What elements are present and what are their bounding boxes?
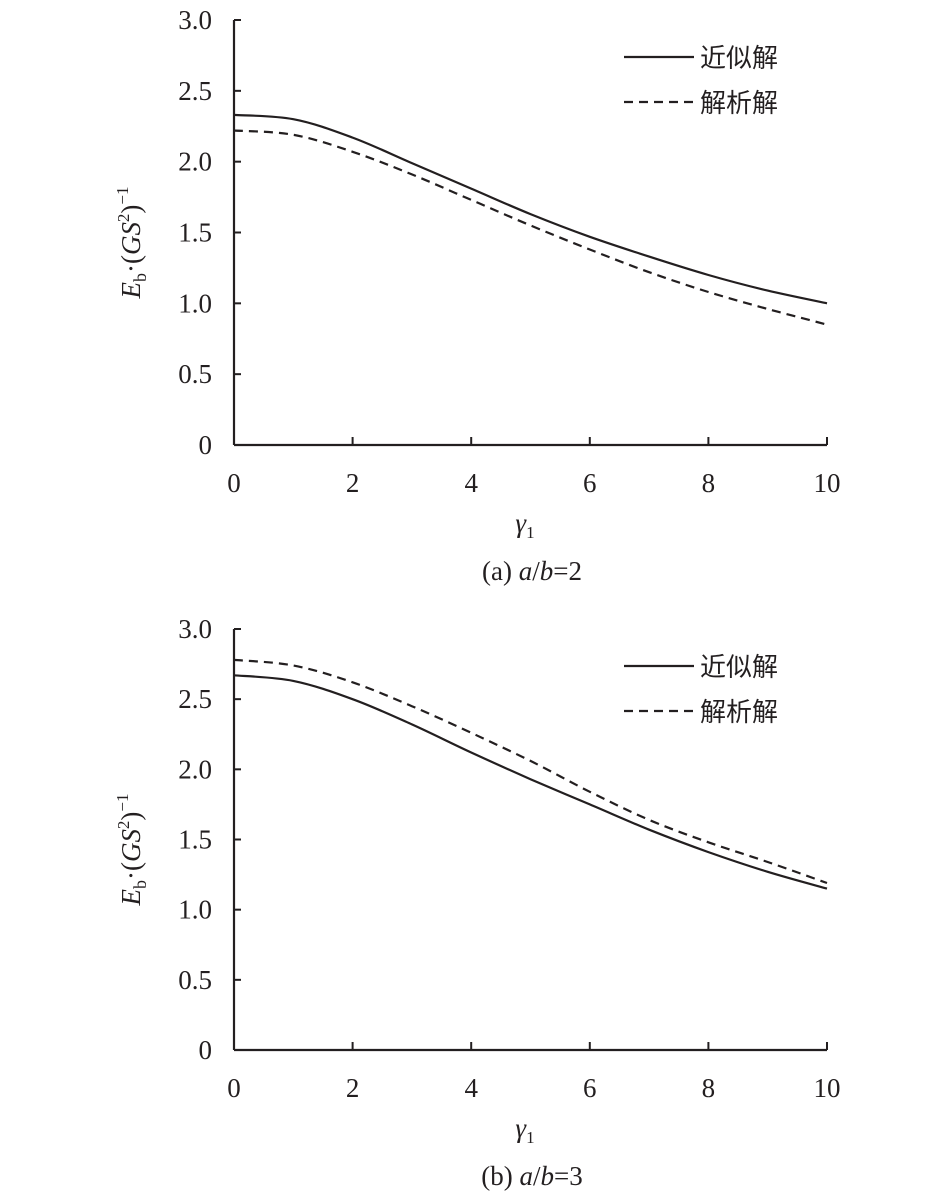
- y-axis-label-a: Eb·(GS2)−1: [113, 186, 150, 299]
- y-tick-label: 1.0: [178, 895, 212, 925]
- axes-a: [232, 19, 828, 447]
- y-tick-labels-b: 0 0.5 1.0 1.5 2.0 2.5 3.0: [178, 614, 212, 1065]
- x-tick-label: 8: [702, 468, 716, 498]
- x-tick-label: 10: [814, 468, 841, 498]
- x-tick-labels-a: 0 2 4 6 8 10: [227, 468, 840, 498]
- x-tick-label: 10: [814, 1073, 841, 1103]
- y-tick-label: 3.0: [178, 5, 212, 35]
- x-tick-label: 2: [346, 468, 360, 498]
- plot-area-b: [233, 658, 828, 890]
- y-tick-label: 2.5: [178, 76, 212, 106]
- legend-label: 解析解: [700, 89, 778, 119]
- y-tick-label: 0.5: [178, 965, 212, 995]
- y-tick-label: 2.0: [178, 754, 212, 784]
- legend-label: 近似解: [700, 653, 778, 683]
- x-tick-label: 2: [346, 1073, 360, 1103]
- y-tick-label: 1.5: [178, 218, 212, 248]
- y-tick-label: 0: [199, 430, 213, 460]
- legend-label: 近似解: [700, 44, 778, 74]
- series-approx-line: [233, 113, 828, 305]
- y-tick-label: 1.0: [178, 288, 212, 318]
- y-axis-label-b: Eb·(GS2)−1: [113, 793, 150, 906]
- series-analytical-line: [233, 129, 828, 326]
- axes-b: [232, 628, 828, 1052]
- x-tick-label: 4: [464, 468, 478, 498]
- y-tick-label: 1.5: [178, 825, 212, 855]
- x-tick-labels-b: 0 2 4 6 8 10: [227, 1073, 840, 1103]
- caption-a: (a) a/b=2: [482, 556, 582, 586]
- plot-area-a: [233, 113, 828, 326]
- caption-b: (b) a/b=3: [481, 1161, 582, 1191]
- legend-label: 解析解: [700, 698, 778, 728]
- y-tick-label: 2.0: [178, 147, 212, 177]
- y-tick-labels-a: 0 0.5 1.0 1.5 2.0 2.5 3.0: [178, 5, 212, 460]
- x-axis-label-b: γ1: [515, 1113, 534, 1147]
- series-approx-line: [233, 674, 828, 890]
- y-tick-label: 0.5: [178, 359, 212, 389]
- x-tick-label: 8: [702, 1073, 716, 1103]
- y-tick-label: 0: [199, 1035, 213, 1065]
- x-axis-label-a: γ1: [515, 508, 534, 542]
- x-tick-label: 6: [583, 1073, 597, 1103]
- series-analytical-line: [233, 658, 828, 885]
- y-tick-label: 2.5: [178, 684, 212, 714]
- x-tick-label: 4: [464, 1073, 478, 1103]
- y-tick-label: 3.0: [178, 614, 212, 644]
- x-tick-label: 0: [227, 1073, 241, 1103]
- x-tick-label: 6: [583, 468, 597, 498]
- x-tick-label: 0: [227, 468, 241, 498]
